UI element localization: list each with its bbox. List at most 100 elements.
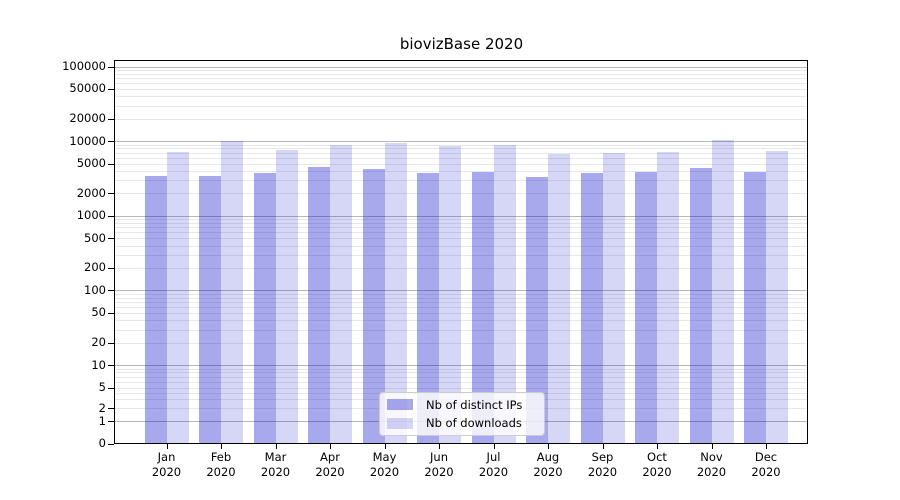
minor-gridline <box>115 368 808 370</box>
legend-item-downloads: Nb of downloads <box>387 416 537 432</box>
y-tick-label: 1 <box>98 413 106 428</box>
y-tick-label: 100 <box>84 282 106 297</box>
x-tick-mark <box>711 444 713 449</box>
minor-gridline <box>115 223 808 225</box>
y-tick-label: 0 <box>98 436 106 450</box>
minor-gridline <box>115 118 808 120</box>
y-tick-label: 2 <box>98 400 106 415</box>
legend-swatch-downloads <box>387 417 413 429</box>
bar-distinct-ips-Oct <box>635 171 657 444</box>
minor-gridline <box>115 372 808 374</box>
bar-distinct-ips-Jul <box>471 171 494 444</box>
x-tick-label: May 2020 <box>369 450 400 479</box>
minor-gridline <box>115 78 808 80</box>
x-tick-label: Jul 2020 <box>478 450 509 479</box>
y-tick-label: 20000 <box>69 111 106 126</box>
y-tick-mark <box>108 118 114 120</box>
bar-distinct-ips-May <box>362 168 385 444</box>
minor-gridline <box>115 245 808 247</box>
x-tick-label: Jun 2020 <box>424 450 454 479</box>
bar-downloads-Apr <box>330 144 352 444</box>
bar-downloads-Mar <box>275 150 298 444</box>
minor-gridline <box>115 376 808 378</box>
minor-gridline <box>115 387 808 389</box>
y-tick-mark <box>108 290 114 292</box>
minor-gridline <box>115 293 808 295</box>
bar-downloads-Dec <box>766 150 788 444</box>
legend-swatch-distinct-ips <box>387 399 413 411</box>
y-tick-label: 50 <box>91 305 106 320</box>
minor-gridline <box>115 232 808 234</box>
plot-frame <box>114 60 808 444</box>
bar-distinct-ips-Mar <box>253 172 276 444</box>
bar-distinct-ips-Apr <box>308 166 330 444</box>
x-tick-mark <box>384 444 386 449</box>
minor-gridline <box>115 83 808 85</box>
major-gridline <box>115 365 808 367</box>
minor-gridline <box>115 144 808 146</box>
bar-downloads-Oct <box>657 152 679 444</box>
y-tick-mark <box>108 193 114 195</box>
bar-distinct-ips-Feb <box>199 176 221 444</box>
y-tick-label: 10 <box>91 357 106 372</box>
x-tick-mark <box>166 444 168 449</box>
y-tick-label: 1000 <box>76 208 106 223</box>
minor-gridline <box>115 157 808 159</box>
minor-gridline <box>115 163 808 165</box>
x-tick-label: Sep 2020 <box>587 450 618 479</box>
minor-gridline <box>115 88 808 90</box>
bar-downloads-Aug <box>548 154 570 444</box>
x-tick-mark <box>275 444 277 449</box>
minor-gridline <box>115 342 808 344</box>
x-tick-label: Dec 2020 <box>751 450 781 479</box>
bar-distinct-ips-Nov <box>689 167 712 444</box>
minor-gridline <box>115 193 808 195</box>
x-tick-mark <box>766 444 767 449</box>
y-tick-mark <box>108 365 114 367</box>
minor-gridline <box>115 381 808 383</box>
y-tick-label: 10000 <box>69 133 106 148</box>
x-tick-mark <box>221 444 222 449</box>
bar-downloads-Nov <box>711 140 734 444</box>
x-tick-mark <box>548 444 549 449</box>
bar-downloads-Feb <box>221 140 243 444</box>
x-tick-mark <box>602 444 604 449</box>
minor-gridline <box>115 105 808 107</box>
x-tick-label: Jan 2020 <box>151 450 182 479</box>
y-tick-mark <box>108 238 114 240</box>
minor-gridline <box>115 329 808 331</box>
y-tick-mark <box>108 141 114 143</box>
minor-gridline <box>115 312 808 314</box>
major-gridline <box>115 215 808 217</box>
y-tick-mark <box>108 163 114 165</box>
y-tick-mark <box>108 387 114 389</box>
legend-label-downloads: Nb of downloads <box>426 416 522 431</box>
minor-gridline <box>115 227 808 229</box>
bar-downloads-Jun <box>439 146 461 444</box>
bar-distinct-ips-Dec <box>744 171 766 444</box>
x-tick-label: Mar 2020 <box>260 450 291 479</box>
minor-gridline <box>115 148 808 150</box>
minor-gridline <box>115 254 808 256</box>
major-gridline <box>115 141 808 143</box>
minor-gridline <box>115 152 808 154</box>
y-tick-label: 50000 <box>69 81 106 96</box>
bar-downloads-May <box>384 142 407 444</box>
minor-gridline <box>115 73 808 75</box>
y-tick-label: 500 <box>84 230 106 245</box>
chart-title: biovizBase 2020 <box>399 35 524 53</box>
minor-gridline <box>115 302 808 304</box>
y-tick-mark <box>108 267 114 269</box>
y-tick-mark <box>108 312 114 314</box>
minor-gridline <box>115 180 808 182</box>
bar-downloads-Sep <box>602 153 625 444</box>
bar-downloads-Jul <box>493 144 516 444</box>
bar-distinct-ips-Jan <box>144 176 167 444</box>
x-tick-mark <box>657 444 658 449</box>
x-tick-label: Oct 2020 <box>642 450 672 479</box>
minor-gridline <box>115 69 808 71</box>
x-tick-label: Apr 2020 <box>315 450 345 479</box>
